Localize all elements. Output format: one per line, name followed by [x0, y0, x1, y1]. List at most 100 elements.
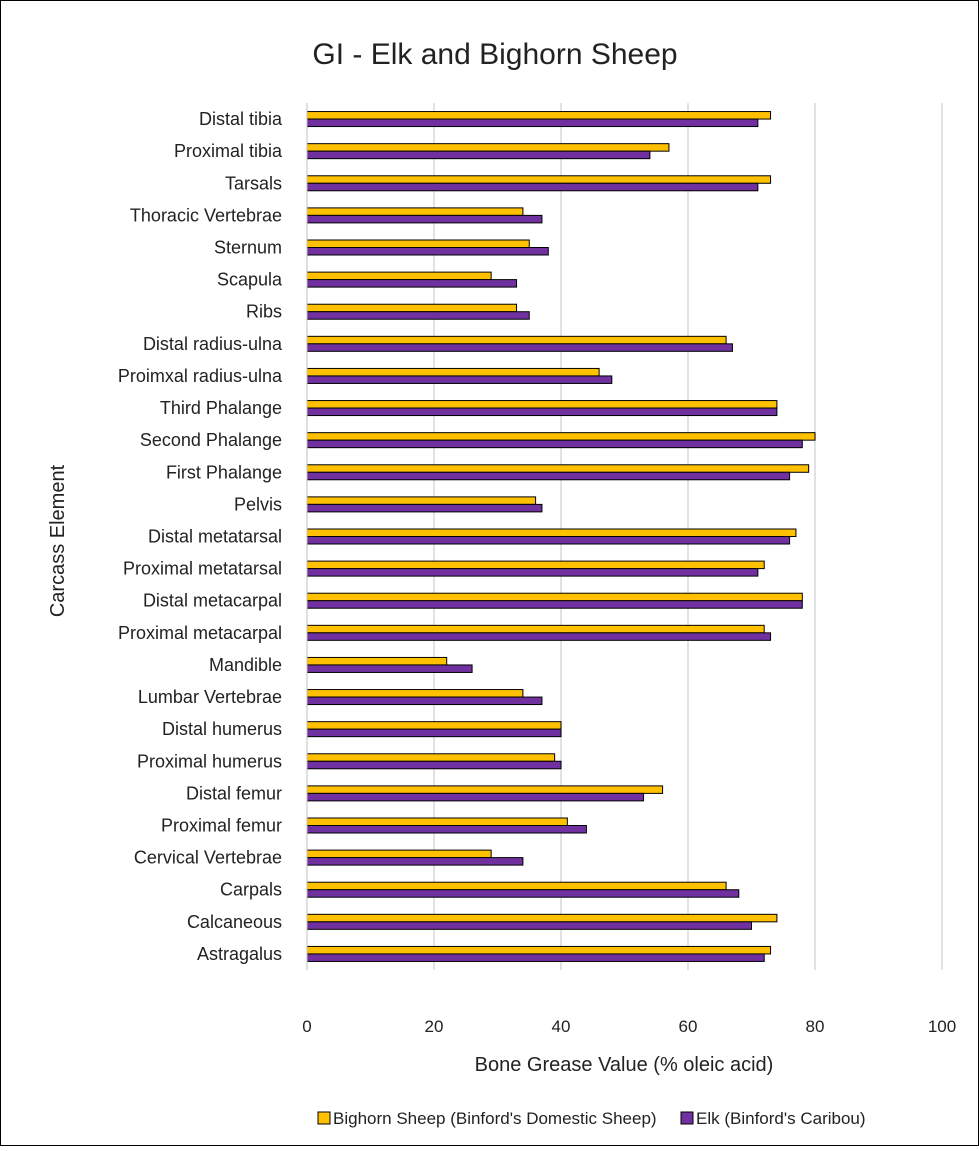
category-label: Distal metatarsal [148, 527, 282, 547]
x-tick-label: 0 [302, 1017, 311, 1036]
bar-elk [306, 760, 562, 770]
x-tick-label: 20 [425, 1017, 444, 1036]
category-label: Proimxal radius-ulna [118, 366, 283, 386]
bar-bighorn-sheep [306, 400, 778, 409]
category-label: Thoracic Vertebrae [130, 205, 282, 225]
bar-elk [306, 343, 733, 352]
y-axis-title: Carcass Element [47, 464, 69, 617]
bar-elk [306, 375, 613, 384]
category-label: Carpals [220, 880, 282, 900]
bars [306, 111, 816, 962]
category-label: Proximal humerus [137, 751, 282, 771]
bar-bighorn-sheep [306, 207, 524, 216]
category-labels: Distal tibia Proximal tibia Tarsals Thoraci… [118, 109, 283, 964]
bar-bighorn-sheep [306, 528, 797, 537]
category-label: Distal tibia [199, 109, 283, 129]
category-label: Third Phalange [160, 398, 282, 418]
legend-label-elk: Elk (Binford's Caribou) [696, 1109, 866, 1128]
bar-elk [306, 825, 587, 834]
bar-bighorn-sheep [306, 111, 772, 120]
category-label: Distal femur [186, 783, 282, 803]
bar-elk [306, 953, 765, 962]
category-label: Distal metacarpal [143, 591, 282, 611]
category-label: Scapula [217, 270, 283, 290]
bar-bighorn-sheep [306, 496, 537, 505]
bar-elk [306, 600, 803, 609]
chart-title: GI - Elk and Bighorn Sheep [312, 38, 677, 71]
bar-elk [306, 696, 543, 706]
bar-bighorn-sheep [306, 785, 664, 794]
category-label: Pelvis [234, 494, 282, 514]
bar-elk [306, 568, 759, 577]
bar-elk [306, 150, 651, 160]
bar-bighorn-sheep [306, 464, 810, 473]
bar-elk [306, 118, 759, 128]
bar-bighorn-sheep [306, 303, 518, 313]
bar-bighorn-sheep [306, 817, 568, 826]
legend-label-bighorn: Bighorn Sheep (Binford's Domestic Sheep) [333, 1109, 657, 1128]
bar-bighorn-sheep [306, 849, 492, 859]
category-label: Mandible [209, 655, 282, 675]
bar-bighorn-sheep [306, 689, 524, 698]
bar-elk [306, 503, 543, 513]
bar-elk [306, 247, 549, 256]
x-tick-label: 80 [806, 1017, 825, 1036]
category-label: Distal humerus [162, 719, 282, 739]
bar-bighorn-sheep [306, 175, 772, 184]
category-label: Calcaneous [187, 912, 282, 932]
category-label: Cervical Vertebrae [134, 848, 282, 868]
bar-elk [306, 311, 530, 320]
bar-elk [306, 536, 791, 545]
bar-bighorn-sheep [306, 560, 765, 570]
category-label: Proximal femur [161, 816, 282, 836]
bar-elk [306, 889, 740, 898]
category-label: Lumbar Vertebrae [138, 687, 282, 707]
bar-elk [306, 921, 752, 930]
bar-bighorn-sheep [306, 335, 727, 345]
category-label: Astragalus [197, 944, 282, 964]
bar-bighorn-sheep [306, 367, 600, 377]
category-label: Second Phalange [140, 430, 282, 450]
bar-elk [306, 728, 562, 738]
category-label: Ribs [246, 302, 282, 322]
x-tick-label: 60 [679, 1017, 698, 1036]
bar-elk [306, 664, 473, 673]
category-label: Tarsals [225, 173, 282, 193]
bar-bighorn-sheep [306, 913, 778, 923]
legend-swatch-bighorn [317, 1111, 331, 1125]
x-axis-title: Bone Grease Value (% oleic acid) [475, 1054, 774, 1076]
bar-bighorn-sheep [306, 143, 670, 152]
bar-bighorn-sheep [306, 624, 765, 634]
legend: Bighorn Sheep (Binford's Domestic Sheep)… [317, 1109, 866, 1128]
category-label: Sternum [214, 238, 282, 258]
bar-bighorn-sheep [306, 592, 803, 602]
category-label: First Phalange [166, 462, 282, 482]
bar-elk [306, 632, 772, 641]
x-tick-label: 100 [928, 1017, 956, 1036]
bar-bighorn-sheep [306, 945, 772, 955]
bar-elk [306, 439, 803, 449]
bar-bighorn-sheep [306, 656, 448, 666]
bar-bighorn-sheep [306, 271, 492, 281]
x-tick-labels: 0 20 40 60 80 100 [302, 1017, 956, 1036]
bar-elk [306, 182, 759, 192]
bar-bighorn-sheep [306, 753, 556, 762]
x-tick-label: 40 [552, 1017, 571, 1036]
bar-elk [306, 471, 791, 481]
bar-bighorn-sheep [306, 881, 727, 891]
category-label: Proximal tibia [174, 141, 283, 161]
bar-elk [306, 279, 518, 288]
bar-elk [306, 407, 778, 417]
bar-elk [306, 792, 645, 802]
bar-elk [306, 857, 524, 866]
category-label: Distal radius-ulna [143, 334, 283, 354]
bar-bighorn-sheep [306, 432, 816, 441]
bar-bighorn-sheep [306, 721, 562, 730]
category-label: Proximal metatarsal [123, 559, 282, 579]
legend-swatch-elk [680, 1111, 694, 1125]
bar-elk [306, 214, 543, 224]
bar-bighorn-sheep [306, 239, 530, 248]
category-label: Proximal metacarpal [118, 623, 282, 643]
